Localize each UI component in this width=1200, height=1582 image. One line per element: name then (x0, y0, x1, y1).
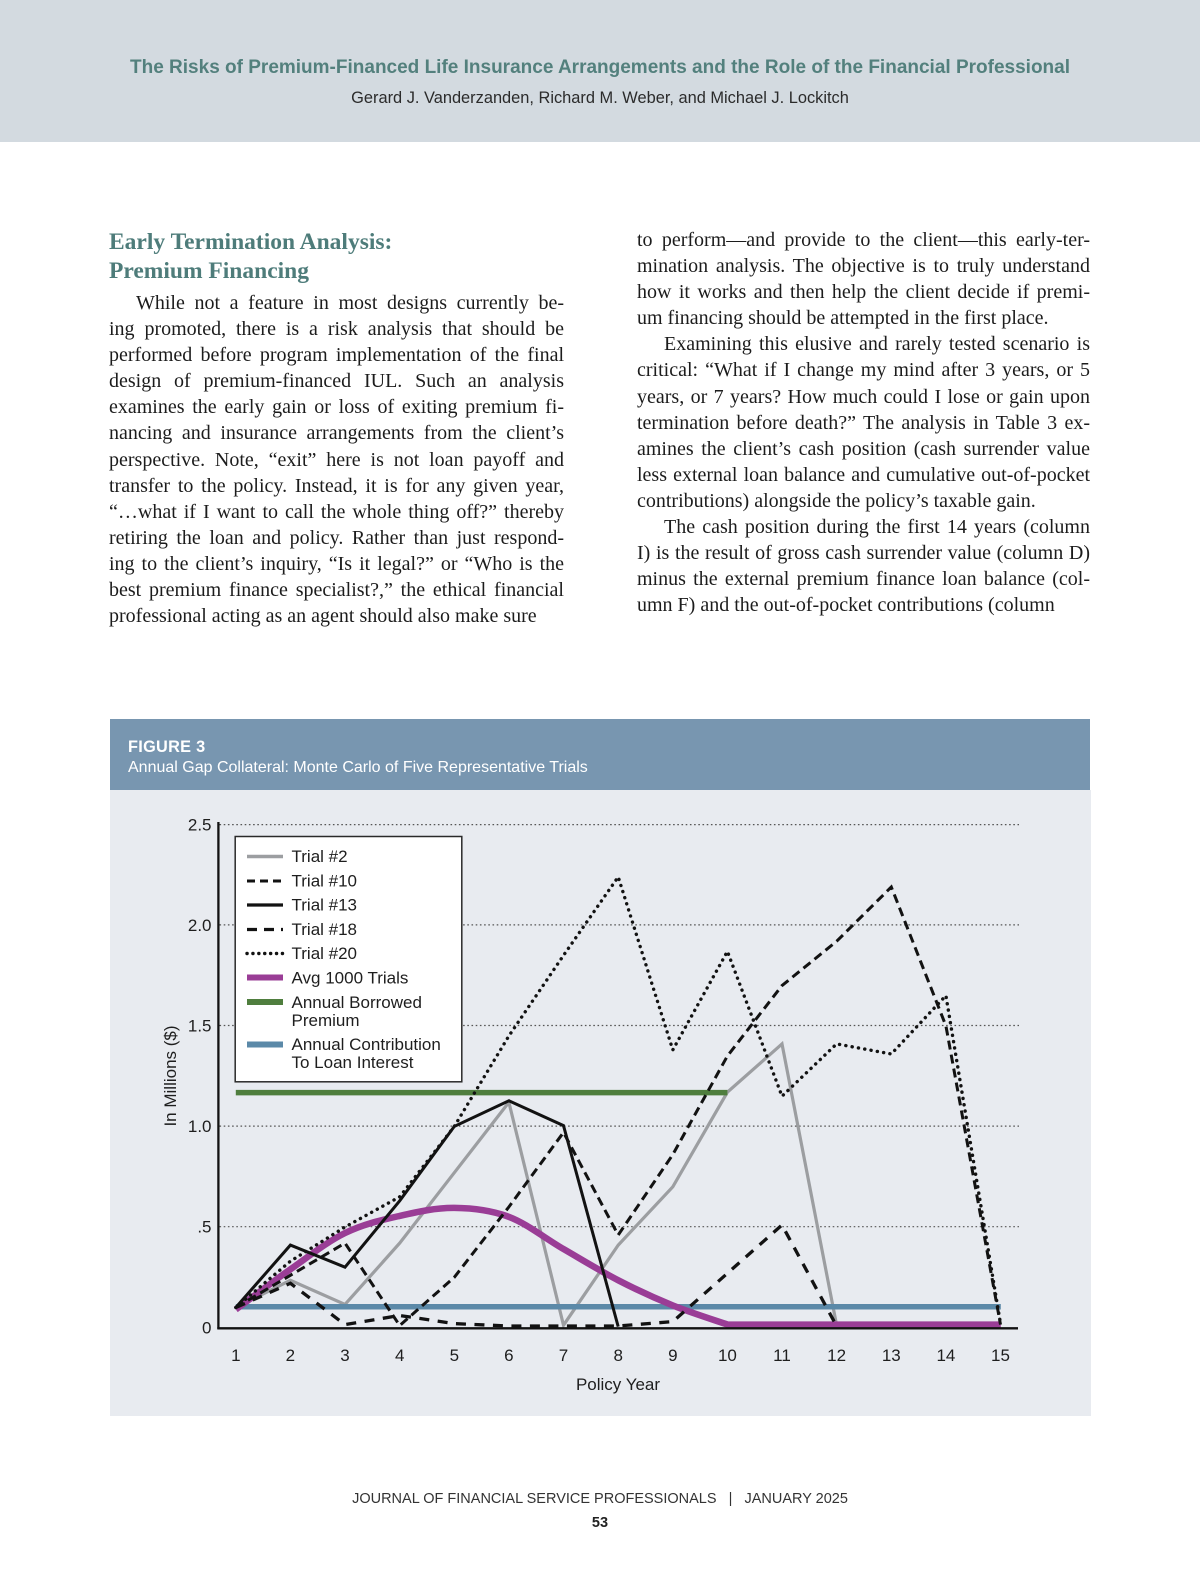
svg-text:1.5: 1.5 (188, 1017, 212, 1036)
svg-text:10: 10 (718, 1346, 737, 1365)
svg-text:Annual Contribution: Annual Contribution (292, 1035, 441, 1054)
svg-text:Policy Year: Policy Year (576, 1375, 660, 1394)
svg-text:.5: .5 (197, 1218, 211, 1237)
svg-text:Annual Borrowed: Annual Borrowed (292, 993, 422, 1012)
svg-text:14: 14 (936, 1346, 955, 1365)
svg-text:3: 3 (340, 1346, 349, 1365)
svg-text:2.5: 2.5 (188, 816, 212, 835)
svg-text:1: 1 (231, 1346, 240, 1365)
svg-text:12: 12 (827, 1346, 846, 1365)
svg-text:Trial #13: Trial #13 (292, 896, 358, 915)
svg-text:Premium: Premium (292, 1011, 360, 1030)
svg-text:8: 8 (613, 1346, 622, 1365)
svg-text:Trial #20: Trial #20 (292, 944, 358, 963)
svg-text:Trial #2: Trial #2 (292, 847, 348, 866)
svg-text:9: 9 (668, 1346, 677, 1365)
svg-text:5: 5 (450, 1346, 459, 1365)
svg-text:7: 7 (559, 1346, 568, 1365)
svg-text:11: 11 (773, 1346, 791, 1365)
svg-text:2: 2 (286, 1346, 295, 1365)
svg-text:Trial #10: Trial #10 (292, 872, 358, 891)
svg-text:0: 0 (202, 1318, 211, 1337)
svg-text:1.0: 1.0 (188, 1117, 212, 1136)
svg-text:4: 4 (395, 1346, 404, 1365)
svg-text:15: 15 (991, 1346, 1010, 1365)
svg-text:Avg 1000 Trials: Avg 1000 Trials (292, 968, 409, 987)
svg-text:To Loan Interest: To Loan Interest (292, 1053, 414, 1072)
svg-text:2.0: 2.0 (188, 916, 212, 935)
svg-text:13: 13 (882, 1346, 901, 1365)
svg-text:In Millions ($): In Millions ($) (161, 1025, 180, 1126)
svg-text:6: 6 (504, 1346, 513, 1365)
svg-text:Trial #18: Trial #18 (292, 920, 358, 939)
